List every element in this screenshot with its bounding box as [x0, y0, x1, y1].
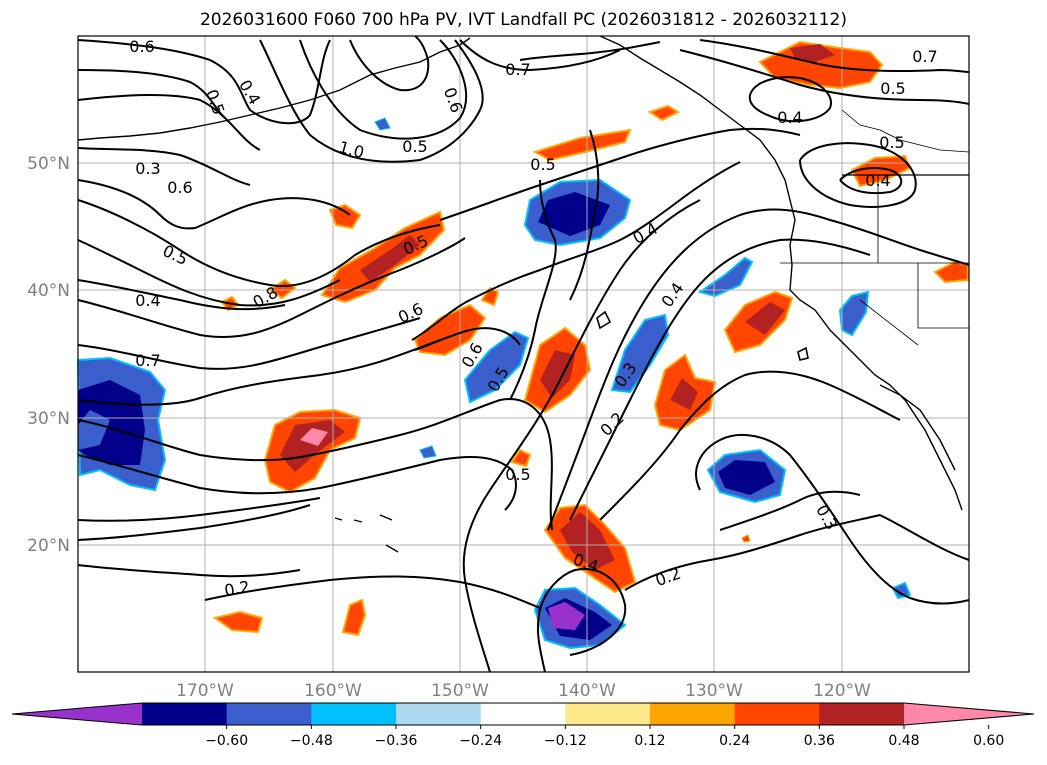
negative-anomaly	[610, 313, 670, 394]
coastlines	[77, 35, 970, 553]
contour-label: 0.4	[135, 291, 160, 310]
colorbar-tick-label: 0.12	[634, 733, 665, 749]
negative-anomaly	[463, 330, 530, 404]
colorbar-swatch	[734, 703, 820, 725]
map-title: 2026031600 F060 700 hPa PV, IVT Landfall…	[199, 10, 847, 30]
negative-anomaly	[697, 256, 754, 298]
colorbar-swatch	[565, 703, 651, 725]
contour-label: 0.6	[129, 37, 154, 56]
colorbar-swatch	[650, 703, 736, 725]
colorbar-tick-label: −0.36	[375, 733, 418, 749]
colorbar-tick-label: 0.48	[888, 733, 919, 749]
positive-anomaly	[300, 428, 328, 446]
lat-label: 50°N	[27, 154, 70, 174]
contour-label: 0.5	[505, 465, 530, 484]
colorbar-swatch	[819, 703, 905, 725]
map-frame	[77, 35, 970, 673]
latitude-labels: 50°N 40°N 30°N 20°N	[27, 154, 70, 556]
positive-anomaly	[212, 610, 264, 634]
colorbar-swatch	[480, 703, 566, 725]
positive-anomaly	[268, 278, 297, 300]
positive-anomaly	[532, 128, 632, 162]
contour-label: 0.3	[135, 159, 160, 178]
lon-label: 170°W	[176, 681, 234, 701]
negative-anomaly	[891, 581, 912, 600]
positive-anomaly	[741, 534, 751, 543]
colorbar-swatch	[311, 703, 397, 725]
positive-anomaly	[510, 448, 532, 468]
contour-label: 0.7	[912, 47, 937, 66]
colorbar-swatch	[226, 703, 312, 725]
positive-anomaly	[360, 235, 420, 282]
lat-label: 40°N	[27, 281, 70, 301]
contour-label: 0.6	[167, 178, 192, 197]
colorbar-swatch	[396, 703, 482, 725]
longitude-labels: 170°W 160°W 150°W 140°W 130°W 120°W	[176, 681, 871, 701]
colorbar-outline	[11, 702, 1035, 726]
contour-label: 0.5	[402, 137, 427, 156]
shading-layer	[76, 40, 969, 650]
negative-anomaly	[419, 445, 437, 459]
positive-anomaly	[670, 378, 698, 410]
contour-label: 0.7	[505, 60, 530, 79]
graticule	[78, 36, 969, 672]
negative-anomaly	[548, 602, 585, 630]
contour-label: 0.7	[135, 351, 160, 370]
positive-anomaly	[647, 104, 681, 122]
positive-anomaly	[280, 420, 345, 472]
pv-contours	[77, 35, 970, 673]
negative-anomaly	[78, 410, 110, 450]
contour-label: 0.2	[223, 577, 251, 600]
contour-label: 0.5	[880, 79, 905, 98]
lon-label: 150°W	[431, 681, 489, 701]
colorbar-tick-label: 0.60	[973, 733, 1004, 749]
colorbar-swatch	[142, 703, 228, 725]
positive-anomaly	[745, 302, 785, 335]
lon-label: 120°W	[813, 681, 871, 701]
positive-anomaly	[540, 350, 575, 398]
contour-label: 0.4	[777, 108, 802, 127]
lon-label: 140°W	[558, 681, 616, 701]
negative-anomaly	[718, 460, 775, 495]
positive-anomaly	[328, 203, 362, 230]
negative-anomaly	[374, 117, 391, 131]
map-panel: 0.6 0.5 0.4 0.3 0.6 0.5 0.4 0.7 0.8 1.0 …	[76, 35, 970, 673]
colorbar-tick-label: 0.36	[804, 733, 835, 749]
positive-anomaly	[790, 44, 835, 62]
contour-label: 0.4	[865, 171, 890, 190]
lon-label: 130°W	[685, 681, 743, 701]
colorbar-tick-label: −0.48	[290, 733, 333, 749]
contour-label: 0.5	[879, 133, 904, 152]
colorbar: −0.60 −0.48 −0.36 −0.24 −0.12 0.12 0.24 0.36 0.4…	[11, 702, 1035, 749]
colorbar-tick-label: −0.60	[205, 733, 248, 749]
colorbar-tick-label: 0.24	[719, 733, 750, 749]
colorbar-extend-low	[12, 703, 142, 725]
lat-label: 30°N	[27, 409, 70, 429]
colorbar-tick-label: −0.12	[544, 733, 587, 749]
positive-anomaly	[341, 598, 367, 637]
lat-label: 20°N	[27, 536, 70, 556]
colorbar-extend-high	[904, 703, 1034, 725]
colorbar-tick-label: −0.24	[459, 733, 502, 749]
lon-label: 160°W	[304, 681, 362, 701]
contour-label: 0.5	[530, 155, 555, 174]
positive-anomaly	[933, 260, 969, 284]
